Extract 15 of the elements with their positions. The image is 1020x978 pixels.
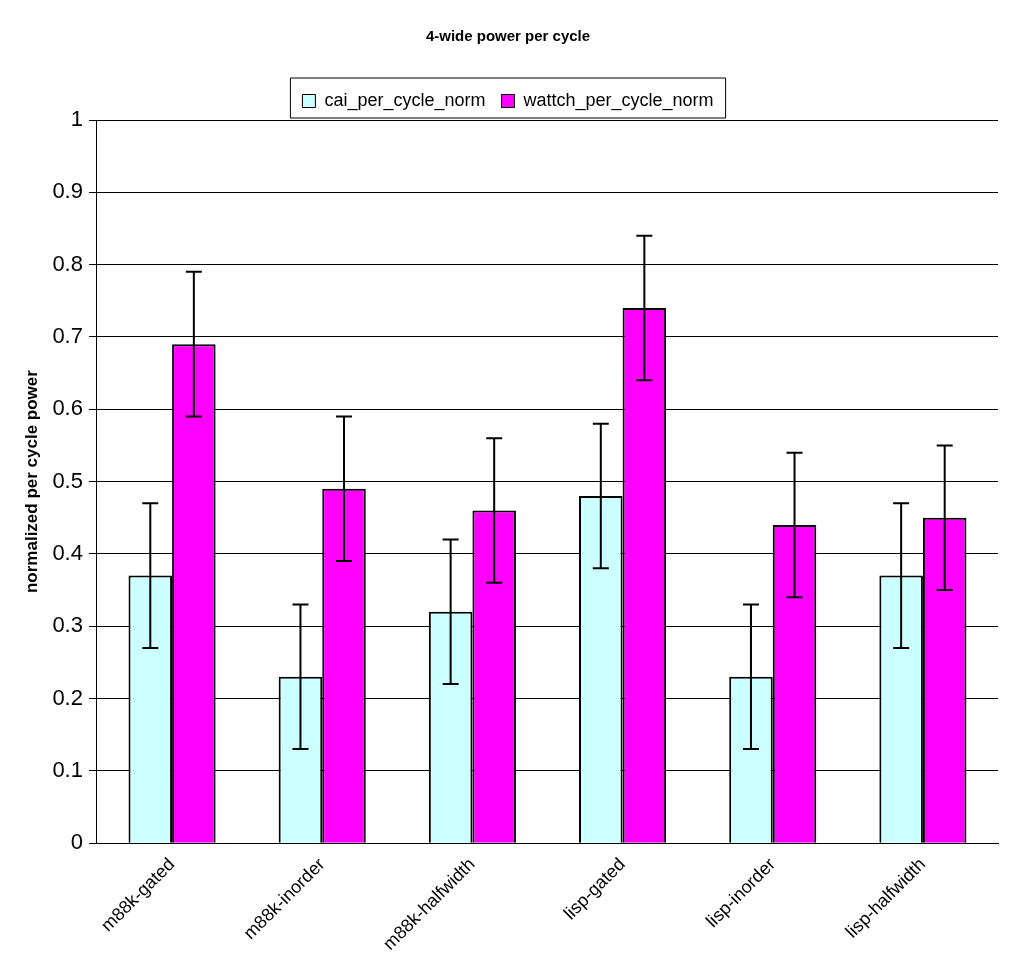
- y-tick-label: 0.1: [52, 756, 83, 782]
- y-axis-title: normalized per cycle power: [21, 369, 41, 594]
- y-tick-label: 0.4: [52, 539, 83, 565]
- y-tick-label: 0: [70, 829, 83, 855]
- y-tick-label: 0.3: [52, 612, 83, 638]
- legend-label: wattch_per_cycle_norm: [522, 89, 714, 111]
- chart-title: 4-wide power per cycle: [425, 27, 591, 45]
- y-tick-label: 0.9: [52, 178, 83, 204]
- y-tick-label: 0.8: [52, 250, 83, 276]
- legend-label: cai_per_cycle_norm: [324, 89, 486, 111]
- y-tick-label: 1: [70, 106, 83, 132]
- y-tick-label: 0.6: [52, 395, 83, 421]
- y-tick-label: 0.2: [52, 684, 83, 710]
- y-tick-label: 0.7: [52, 323, 83, 348]
- y-tick-label: 0.5: [52, 467, 83, 493]
